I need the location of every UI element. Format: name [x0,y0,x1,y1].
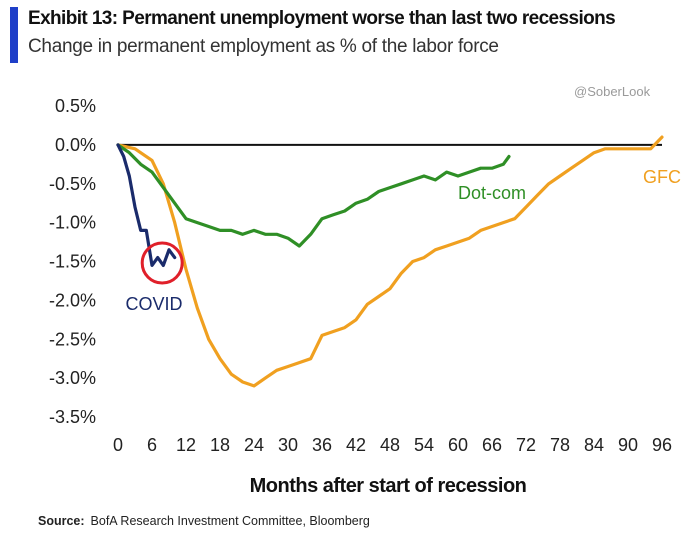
y-tick-label: -0.5% [49,174,96,194]
x-tick-label: 72 [516,435,536,455]
series-label-dotcom: Dot-com [458,183,526,203]
title-accent-bar [10,7,18,63]
x-tick-label: 48 [380,435,400,455]
source-note: Source: BofA Research Investment Committe… [38,514,370,528]
y-tick-label: 0.0% [55,135,96,155]
y-tick-label: -3.0% [49,368,96,388]
x-tick-label: 30 [278,435,298,455]
y-tick-label: -3.5% [49,407,96,427]
source-label: Source: [38,514,85,528]
y-tick-label: -1.0% [49,213,96,233]
x-tick-label: 66 [482,435,502,455]
x-tick-label: 54 [414,435,434,455]
x-tick-label: 60 [448,435,468,455]
series-label-covid: COVID [125,294,182,314]
x-tick-label: 24 [244,435,264,455]
watermark: @SoberLook [574,84,651,99]
x-tick-label: 18 [210,435,230,455]
x-tick-label: 0 [113,435,123,455]
y-tick-label: -1.5% [49,252,96,272]
y-tick-label: -2.5% [49,329,96,349]
covid-highlight-circle [140,241,184,285]
chart-title: Exhibit 13: Permanent unemployment worse… [28,8,616,29]
x-axis-title: Months after start of recession [250,475,527,497]
x-tick-label: 12 [176,435,196,455]
series-line-covid [116,143,177,267]
x-tick-label: 84 [584,435,604,455]
series-line-dotcom [116,143,511,248]
series-line-gfc [116,135,664,388]
x-tick-label: 78 [550,435,570,455]
y-tick-label: 0.5% [55,96,96,116]
source-text: BofA Research Investment Committee, Bloo… [90,514,370,528]
x-tick-label: 36 [312,435,332,455]
x-tick-label: 96 [652,435,672,455]
x-tick-label: 6 [147,435,157,455]
x-tick-label: 42 [346,435,366,455]
chart-subtitle: Change in permanent employment as % of t… [28,36,499,57]
y-tick-label: -2.0% [49,290,96,310]
series-label-gfc: GFC [643,167,681,187]
x-tick-label: 90 [618,435,638,455]
